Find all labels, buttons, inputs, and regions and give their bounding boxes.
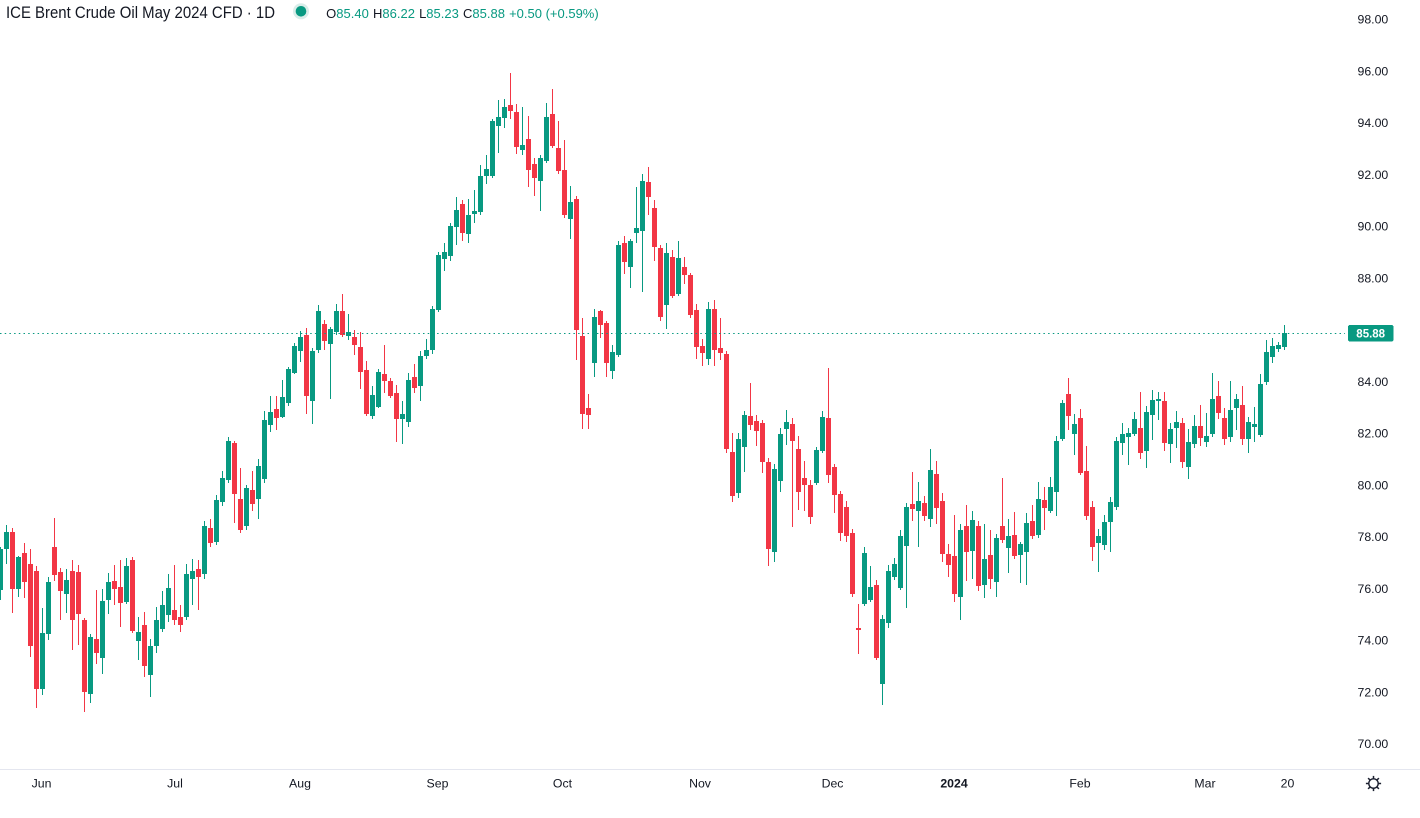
svg-text:98.00: 98.00: [1358, 13, 1389, 27]
svg-text:76.00: 76.00: [1358, 582, 1389, 596]
svg-text:Feb: Feb: [1069, 776, 1090, 790]
svg-text:92.00: 92.00: [1358, 168, 1389, 182]
svg-text:80.00: 80.00: [1358, 478, 1389, 492]
svg-text:96.00: 96.00: [1358, 64, 1389, 78]
svg-text:78.00: 78.00: [1358, 530, 1389, 544]
svg-text:85.88: 85.88: [1356, 329, 1385, 341]
svg-text:Nov: Nov: [689, 776, 712, 790]
svg-text:2024: 2024: [940, 776, 968, 790]
svg-text:Jun: Jun: [32, 776, 52, 790]
svg-text:70.00: 70.00: [1358, 737, 1389, 751]
svg-text:72.00: 72.00: [1358, 685, 1389, 699]
svg-text:Jul: Jul: [167, 776, 183, 790]
svg-text:ICE Brent Crude Oil May 2024 C: ICE Brent Crude Oil May 2024 CFD · 1D: [6, 4, 275, 22]
svg-text:88.00: 88.00: [1358, 271, 1389, 285]
svg-text:Aug: Aug: [289, 776, 311, 790]
svg-text:84.00: 84.00: [1358, 375, 1389, 389]
svg-text:Oct: Oct: [553, 776, 573, 790]
svg-text:Sep: Sep: [427, 776, 449, 790]
svg-text:74.00: 74.00: [1358, 634, 1389, 648]
svg-text:Mar: Mar: [1194, 776, 1215, 790]
svg-text:90.00: 90.00: [1358, 220, 1389, 234]
svg-text:20: 20: [1281, 776, 1295, 790]
svg-text:82.00: 82.00: [1358, 427, 1389, 441]
svg-text:94.00: 94.00: [1358, 116, 1389, 130]
svg-text:Dec: Dec: [822, 776, 844, 790]
